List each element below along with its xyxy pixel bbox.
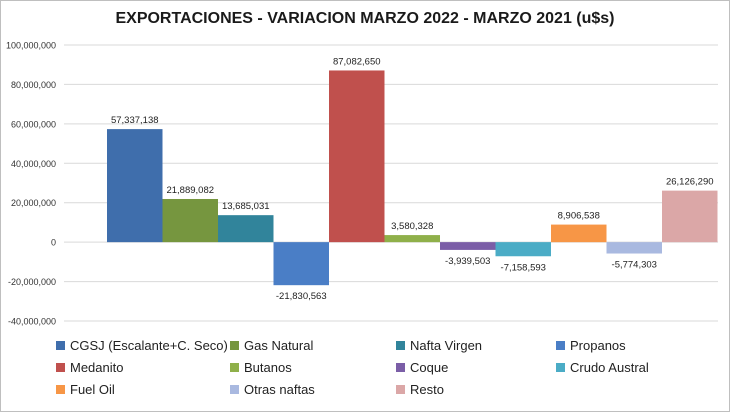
bar-resto [662,190,718,243]
data-label: 26,126,290 [666,177,714,188]
bar-butanos [384,235,440,243]
legend-label: Medanito [70,359,124,375]
legend-label: Fuel Oil [70,381,115,397]
bar-otras-naftas [606,242,662,254]
legend-label: Gas Natural [244,337,314,353]
data-label: 3,580,328 [391,221,433,232]
legend-label: Resto [410,381,444,397]
bars [107,70,718,286]
legend-swatch [396,340,405,350]
data-label: 21,889,082 [166,185,214,196]
bar-crudo-austral [495,242,551,257]
y-tick-label: 100,000,000 [6,41,56,51]
legend-item: Crudo Austral [556,359,716,375]
data-label: -21,830,563 [276,291,327,302]
legend-item: Butanos [230,359,396,375]
legend-item: Resto [396,381,556,397]
legend-swatch [556,362,565,372]
data-label: 8,906,538 [558,211,600,222]
legend-swatch [56,384,65,394]
data-label: -5,774,303 [612,260,657,271]
data-label: -7,158,593 [501,262,546,273]
legend-swatch [56,362,65,372]
legend-label: Butanos [244,359,292,375]
data-labels: 57,337,138 21,889,082 13,685,031 -21,830,56… [111,56,714,302]
y-tick-label: -20,000,000 [8,277,56,287]
legend-label: Coque [410,359,449,375]
y-tick-label: 20,000,000 [11,198,56,208]
legend-item: Fuel Oil [56,381,230,397]
legend-item: Coque [396,359,556,375]
bar-coque [440,242,496,250]
bar-medanito [329,70,385,243]
bar-gas-natural [162,198,218,243]
y-tick-label: 80,000,000 [11,80,56,90]
chart-title: EXPORTACIONES - VARIACION MARZO 2022 - M… [115,10,615,27]
legend-label: Otras naftas [244,381,315,397]
legend: CGSJ (Escalante+C. Seco) Gas Natural Nafta… [56,337,716,397]
legend-swatch [396,384,405,394]
bar-cgsj-escalante-c-seco [107,129,163,243]
legend-item: Nafta Virgen [396,337,556,353]
legend-item: CGSJ (Escalante+C. Seco) [56,337,230,353]
legend-swatch [230,340,239,350]
bar-fuel-oil [551,224,607,243]
legend-item: Otras naftas [230,381,396,397]
data-label: 13,685,031 [222,201,270,212]
legend-swatch [230,362,239,372]
legend-item: Gas Natural [230,337,396,353]
y-tick-label: 0 [51,238,56,248]
data-label: 57,337,138 [111,115,159,126]
legend-label: Nafta Virgen [410,337,483,353]
legend-item: Propanos [556,337,716,353]
legend-label: CGSJ (Escalante+C. Seco) [70,337,228,353]
legend-swatch [230,384,239,394]
y-tick-label: 40,000,000 [11,159,56,169]
legend-swatch [556,340,565,350]
bar-propanos [273,242,329,286]
legend-item: Medanito [56,359,230,375]
y-tick-label: 60,000,000 [11,119,56,129]
data-label: -3,939,503 [445,256,490,267]
legend-label: Propanos [570,337,626,353]
data-label: 87,082,650 [333,56,381,67]
y-tick-label: -40,000,000 [8,317,56,327]
y-axis-tick-labels: 100,000,000 80,000,000 60,000,000 40,000,00… [6,41,56,327]
bar-nafta-virgen [218,215,274,243]
legend-swatch [56,340,65,350]
legend-label: Crudo Austral [570,359,649,375]
legend-swatch [396,362,405,372]
